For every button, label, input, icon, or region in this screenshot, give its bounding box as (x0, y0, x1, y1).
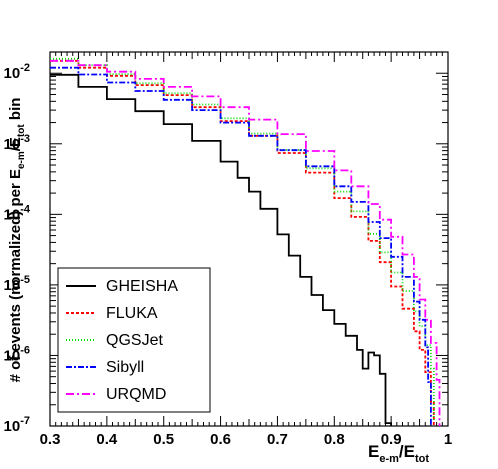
legend-label-qgsjet: QGSJet (106, 332, 163, 349)
y-tick-label: 10-7 (4, 415, 30, 435)
series-line-sibyll (50, 66, 432, 426)
x-tick-label: 0.7 (267, 431, 288, 448)
x-tick-label: 0.4 (96, 431, 118, 448)
x-axis-label: Ee-m/Etot (368, 442, 429, 465)
y-tick-exponent: -4 (20, 203, 31, 215)
x-axis-label-mid: /E (399, 442, 415, 461)
series-line-urqmd (50, 59, 441, 426)
x-tick-label: 0.3 (40, 431, 61, 448)
y-tick-exponent: -2 (20, 62, 30, 74)
x-axis-label-sub1: e-m (379, 453, 399, 465)
y-tick-exponent: -6 (20, 344, 30, 356)
legend-label-urqmd: URQMD (106, 386, 166, 403)
legend-label-fluka: FLUKA (106, 305, 158, 322)
legend-label-gheisha: GHEISHA (106, 278, 178, 295)
axis-ticks (49, 51, 449, 427)
legend-label-sibyll: Sibyll (106, 359, 144, 376)
y-axis-label-sub2: tot (16, 124, 27, 137)
y-tick-label: 10-2 (4, 62, 30, 82)
x-tick-label: 1 (444, 431, 452, 448)
y-tick-exponent: -5 (20, 274, 30, 286)
series-line-gheisha (50, 73, 392, 426)
x-axis-label-main: E (368, 442, 379, 461)
series-line-qgsjet (50, 57, 435, 421)
y-axis-label-mid: /E (7, 137, 24, 151)
x-axis-label-sub2: tot (415, 453, 429, 465)
x-tick-label: 0.8 (324, 431, 345, 448)
y-tick-exponent: -3 (20, 133, 30, 145)
series-layer (50, 57, 441, 426)
series-line-fluka (50, 59, 435, 426)
y-tick-exponent: -7 (20, 415, 30, 427)
legend: GHEISHA FLUKA QGSJet Sibyll URQMD (57, 267, 211, 413)
x-tick-label: 0.6 (210, 431, 231, 448)
y-axis-label-sub1: e-m (16, 151, 27, 169)
y-axis-label-pre: # of events (normalized) per E (7, 169, 24, 382)
y-axis-label-post: bin (7, 98, 24, 125)
x-tick-label: 0.5 (153, 431, 174, 448)
y-axis-label: # of events (normalized) per Ee-m/Etot b… (7, 98, 27, 383)
legend-box (57, 267, 211, 413)
x-tick-label: 0.9 (381, 431, 402, 448)
